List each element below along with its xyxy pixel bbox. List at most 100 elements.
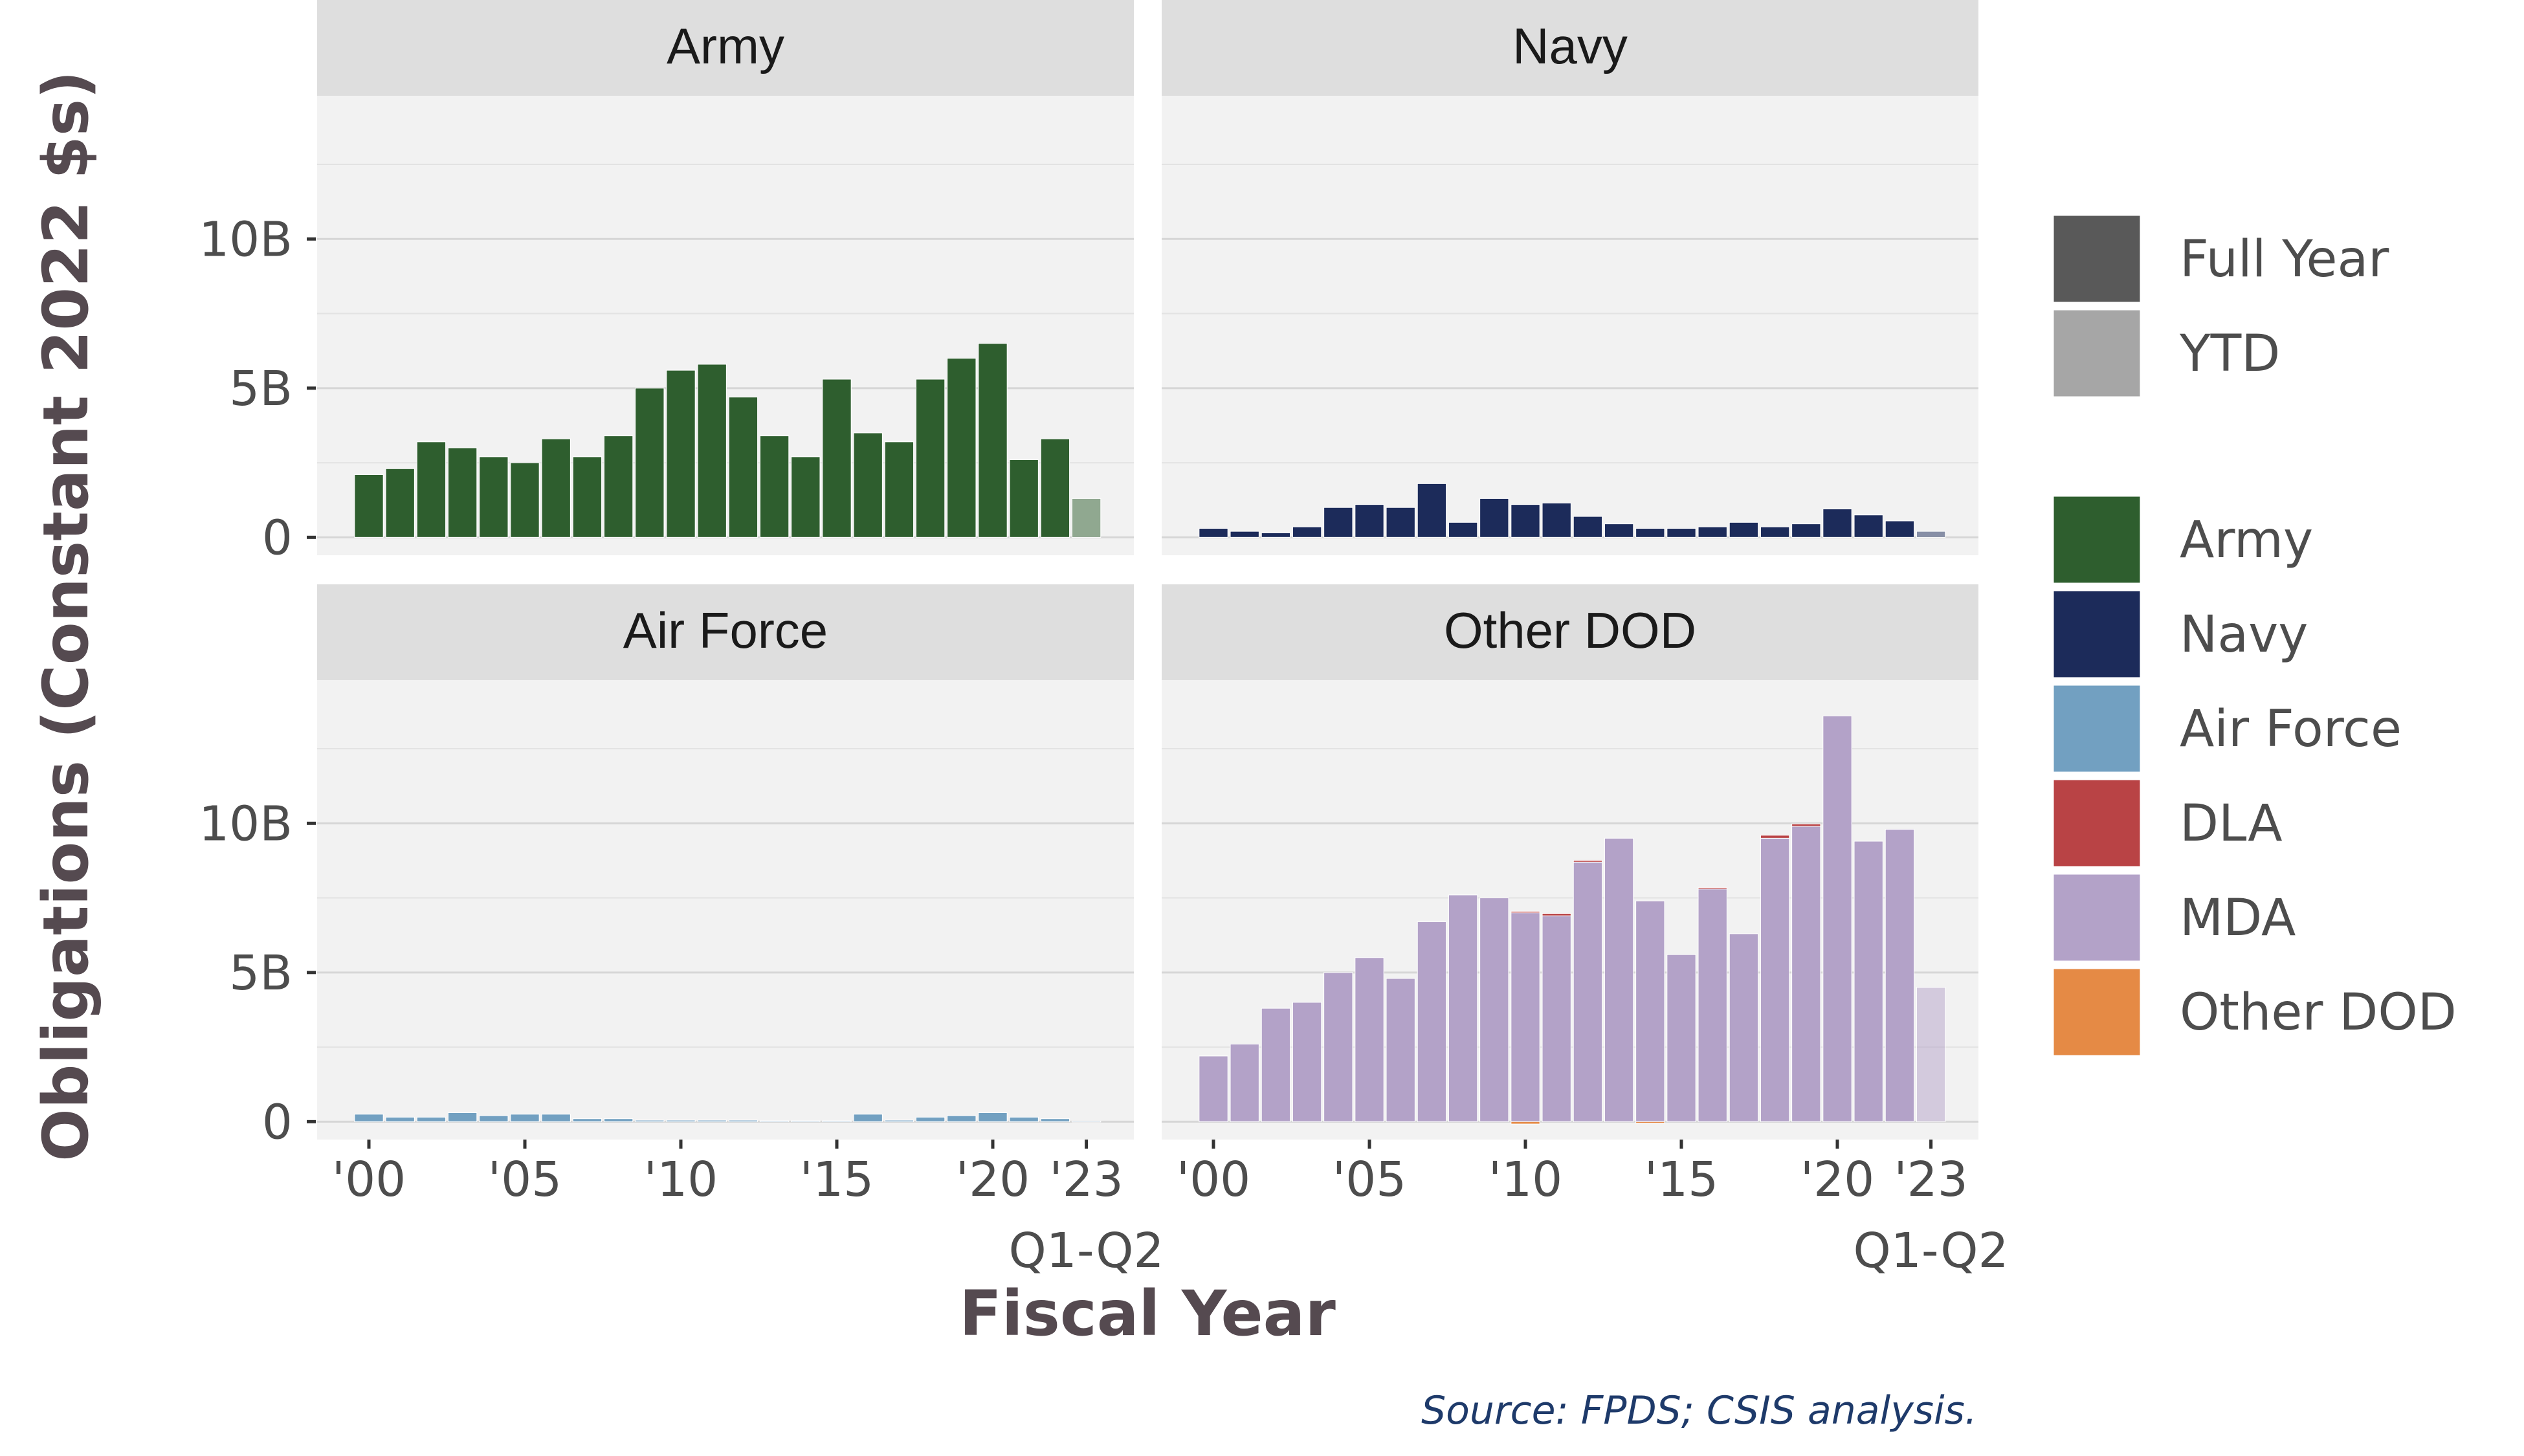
bar-dla-2018 <box>1760 835 1790 839</box>
panel-strip <box>1162 584 1978 680</box>
bar-mda-2003 <box>1292 1002 1322 1122</box>
bar-air-force-2005 <box>510 1114 540 1122</box>
y-axis-title: Obligations (Constant 2022 $s) <box>30 71 102 1162</box>
bar-mda-2010 <box>1511 912 1540 1122</box>
bar-air-force-2021 <box>1009 1116 1039 1122</box>
bar-navy-2016 <box>1698 526 1727 538</box>
bar-mda-2004 <box>1323 972 1353 1122</box>
bar-navy-2023 <box>1916 531 1946 538</box>
panel-title: Army <box>667 17 784 74</box>
legend-key-dla <box>2052 778 2142 868</box>
x-tick-sublabel: Q1-Q2 <box>1009 1223 1164 1279</box>
bar-dla-2010 <box>1511 910 1540 914</box>
y-tick-label: 10B <box>199 212 293 267</box>
bar-navy-2014 <box>1635 528 1665 538</box>
bar-army-2001 <box>385 468 415 538</box>
bar-air-force-2014 <box>791 1120 821 1122</box>
bar-air-force-2016 <box>853 1114 883 1122</box>
bar-navy-2010 <box>1511 504 1540 538</box>
bar-air-force-2008 <box>603 1118 634 1122</box>
bar-mda-2019 <box>1791 826 1821 1122</box>
bar-mda-2005 <box>1355 957 1384 1122</box>
legend-label-full-year: Full Year <box>2180 230 2389 289</box>
bar-air-force-2023 <box>1071 1120 1101 1123</box>
bar-mda-2008 <box>1448 894 1478 1122</box>
y-axes: 0 5B 10B 0 5B 10B <box>199 212 316 1150</box>
legend: Full Year YTD Army Navy Air Force DLA MDA Other… <box>2052 214 2457 1057</box>
bar-mda-2021 <box>1854 841 1883 1122</box>
bar-air-force-2012 <box>728 1120 758 1122</box>
panel-navy: Navy <box>1162 0 1978 555</box>
bar-air-force-2003 <box>447 1112 478 1122</box>
bar-army-2009 <box>635 388 665 538</box>
bar-navy-2008 <box>1448 522 1478 538</box>
legend-label-ytd: YTD <box>2179 325 2280 383</box>
bar-army-2019 <box>947 358 977 538</box>
x-tick-label: '23 <box>1049 1152 1124 1208</box>
y-tick-label: 10B <box>199 796 293 852</box>
bar-mda-2017 <box>1729 933 1759 1122</box>
y-tick-label: 5B <box>229 361 293 417</box>
bar-navy-2022 <box>1885 520 1915 538</box>
panel-strip <box>317 584 1134 680</box>
bar-navy-2019 <box>1791 524 1821 538</box>
legend-key-mda <box>2052 872 2142 963</box>
panel-title: Other DOD <box>1444 602 1696 659</box>
x-tick-label: '15 <box>1644 1152 1719 1208</box>
bar-mda-2012 <box>1573 861 1603 1122</box>
bar-air-force-2018 <box>915 1116 946 1122</box>
x-tick-label: '05 <box>488 1152 562 1208</box>
bar-mda-2014 <box>1635 900 1665 1122</box>
panel-title: Navy <box>1512 17 1628 74</box>
bar-mda-2020 <box>1822 715 1852 1122</box>
bar-army-2021 <box>1009 459 1039 538</box>
bar-air-force-2013 <box>759 1120 790 1122</box>
panel-army: Army <box>317 0 1134 555</box>
bar-air-force-2001 <box>385 1116 415 1122</box>
legend-label-army: Army <box>2180 511 2313 569</box>
legend-label-air-force: Air Force <box>2180 700 2402 758</box>
legend-key-air-force <box>2052 683 2142 774</box>
legend-key-army <box>2052 494 2142 585</box>
bar-army-2013 <box>759 436 790 538</box>
x-tick-label: '20 <box>1800 1152 1875 1208</box>
bar-air-force-2007 <box>572 1118 603 1122</box>
bar-navy-2006 <box>1386 507 1415 538</box>
bar-army-2007 <box>572 456 603 538</box>
bar-mda-2000 <box>1199 1055 1228 1122</box>
bar-navy-2018 <box>1760 526 1790 538</box>
x-tick-label: '15 <box>800 1152 874 1208</box>
x-tick-sublabel: Q1-Q2 <box>1854 1223 2009 1279</box>
bar-air-force-2019 <box>947 1115 977 1122</box>
bar-army-2003 <box>447 447 478 538</box>
bar-navy-2020 <box>1822 509 1852 538</box>
x-axes: '00'05'10'15'20'23Q1-Q2'00'05'10'15'20'2… <box>332 1140 2009 1279</box>
bar-navy-2003 <box>1292 526 1322 538</box>
bar-other-dod-2010 <box>1511 1121 1540 1125</box>
legend-key-full-year <box>2052 214 2142 304</box>
bar-air-force-2002 <box>416 1116 447 1122</box>
bar-air-force-2017 <box>884 1120 914 1122</box>
x-axis-title: Fiscal Year <box>959 1277 1336 1350</box>
bar-army-2010 <box>666 370 696 538</box>
x-tick-label: '00 <box>1177 1152 1251 1208</box>
bar-army-2017 <box>884 441 914 538</box>
bar-navy-2017 <box>1729 522 1759 538</box>
bar-dla-2011 <box>1542 913 1571 916</box>
bar-mda-2011 <box>1542 915 1571 1122</box>
bar-mda-2015 <box>1666 954 1696 1122</box>
plot-background <box>317 680 1134 1140</box>
bar-navy-2002 <box>1261 532 1291 538</box>
bar-mda-2001 <box>1230 1043 1259 1122</box>
legend-label-other-dod: Other DOD <box>2180 984 2457 1042</box>
bar-army-2005 <box>510 462 540 538</box>
bar-mda-2018 <box>1760 837 1790 1122</box>
bar-army-2014 <box>791 456 821 538</box>
bar-air-force-2010 <box>666 1120 696 1122</box>
bar-mda-2016 <box>1698 888 1727 1122</box>
x-tick-label: '05 <box>1333 1152 1407 1208</box>
x-tick-label: '23 <box>1894 1152 1968 1208</box>
bar-other-dod-2014 <box>1635 1121 1665 1124</box>
bar-navy-2000 <box>1199 528 1228 538</box>
legend-label-mda: MDA <box>2180 889 2296 947</box>
